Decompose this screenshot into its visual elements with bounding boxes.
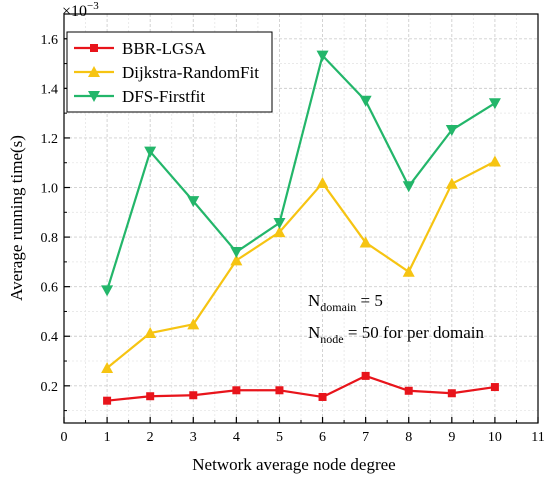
x-tick-label: 4	[233, 430, 240, 445]
data-point	[488, 98, 501, 110]
data-point	[144, 327, 157, 339]
data-point	[187, 196, 200, 208]
data-point	[318, 392, 327, 401]
x-tick-label: 10	[488, 430, 502, 445]
data-point	[445, 125, 458, 137]
legend-marker	[88, 66, 100, 77]
data-point	[402, 265, 415, 277]
data-point	[101, 285, 114, 297]
data-point	[447, 389, 456, 398]
data-point	[146, 392, 155, 401]
y-axis-label: Average running time(s)	[7, 135, 26, 301]
data-point	[359, 95, 372, 107]
legend-marker	[88, 91, 100, 102]
data-point	[230, 254, 243, 266]
data-point	[144, 146, 157, 158]
data-point	[488, 155, 501, 167]
y-tick-label: 0.2	[41, 380, 59, 395]
data-point	[402, 181, 415, 193]
data-point	[359, 236, 372, 248]
data-point	[316, 177, 329, 189]
series-line-2	[106, 54, 496, 291]
series-line-0	[106, 374, 496, 402]
legend-label: Dijkstra-RandomFit	[122, 63, 259, 82]
data-point	[232, 386, 241, 395]
y-tick-label: 1.6	[41, 33, 59, 48]
y-tick-label: 1.4	[41, 82, 59, 97]
data-point	[361, 371, 370, 380]
x-tick-label: 8	[405, 430, 412, 445]
data-point	[101, 361, 114, 373]
x-tick-label: 9	[448, 430, 455, 445]
y-tick-label: 0.4	[41, 330, 59, 345]
data-point	[316, 50, 329, 62]
y-tick-label: 1.2	[41, 132, 59, 147]
data-point	[189, 391, 198, 400]
x-axis-label: Network average node degree	[192, 455, 395, 474]
annotation-n-node: Nnode = 50 for per domain	[308, 323, 484, 346]
data-point	[275, 386, 284, 395]
data-point	[103, 396, 112, 405]
legend: BBR-LGSA Dijkstra-RandomFit DFS-Firstfit	[66, 31, 273, 113]
axis-ticks: 0 1 2 3 4 5 6 7 8 9 10 11 0.2 0.4 0.6 0.8 1.0 1.2 1.4 1.6	[41, 13, 545, 445]
data-point	[187, 318, 200, 330]
y-tick-label: 1.0	[41, 182, 59, 197]
x-tick-label: 11	[531, 430, 544, 445]
x-tick-label: 2	[147, 430, 154, 445]
series-layer	[101, 50, 501, 405]
data-point	[273, 226, 286, 238]
annotation-n-domain: Ndomain = 5	[308, 291, 383, 314]
data-point	[490, 383, 499, 392]
data-point	[230, 246, 243, 258]
x-tick-label: 3	[190, 430, 197, 445]
y-tick-label: 0.8	[41, 231, 59, 246]
series-line-1	[106, 160, 496, 369]
y-tick-label: 0.6	[41, 281, 59, 296]
x-tick-label: 6	[319, 430, 326, 445]
data-point	[445, 177, 458, 189]
legend-label: BBR-LGSA	[122, 39, 207, 58]
x-tick-label: 1	[104, 430, 111, 445]
legend-label: DFS-Firstfit	[122, 87, 205, 106]
data-point	[404, 386, 413, 395]
x-tick-label: 0	[61, 430, 68, 445]
legend-marker	[90, 44, 98, 52]
x-tick-label: 5	[276, 430, 283, 445]
x-tick-label: 7	[362, 430, 369, 445]
data-point	[273, 217, 286, 229]
y-multiplier: ×10−3	[62, 0, 99, 20]
